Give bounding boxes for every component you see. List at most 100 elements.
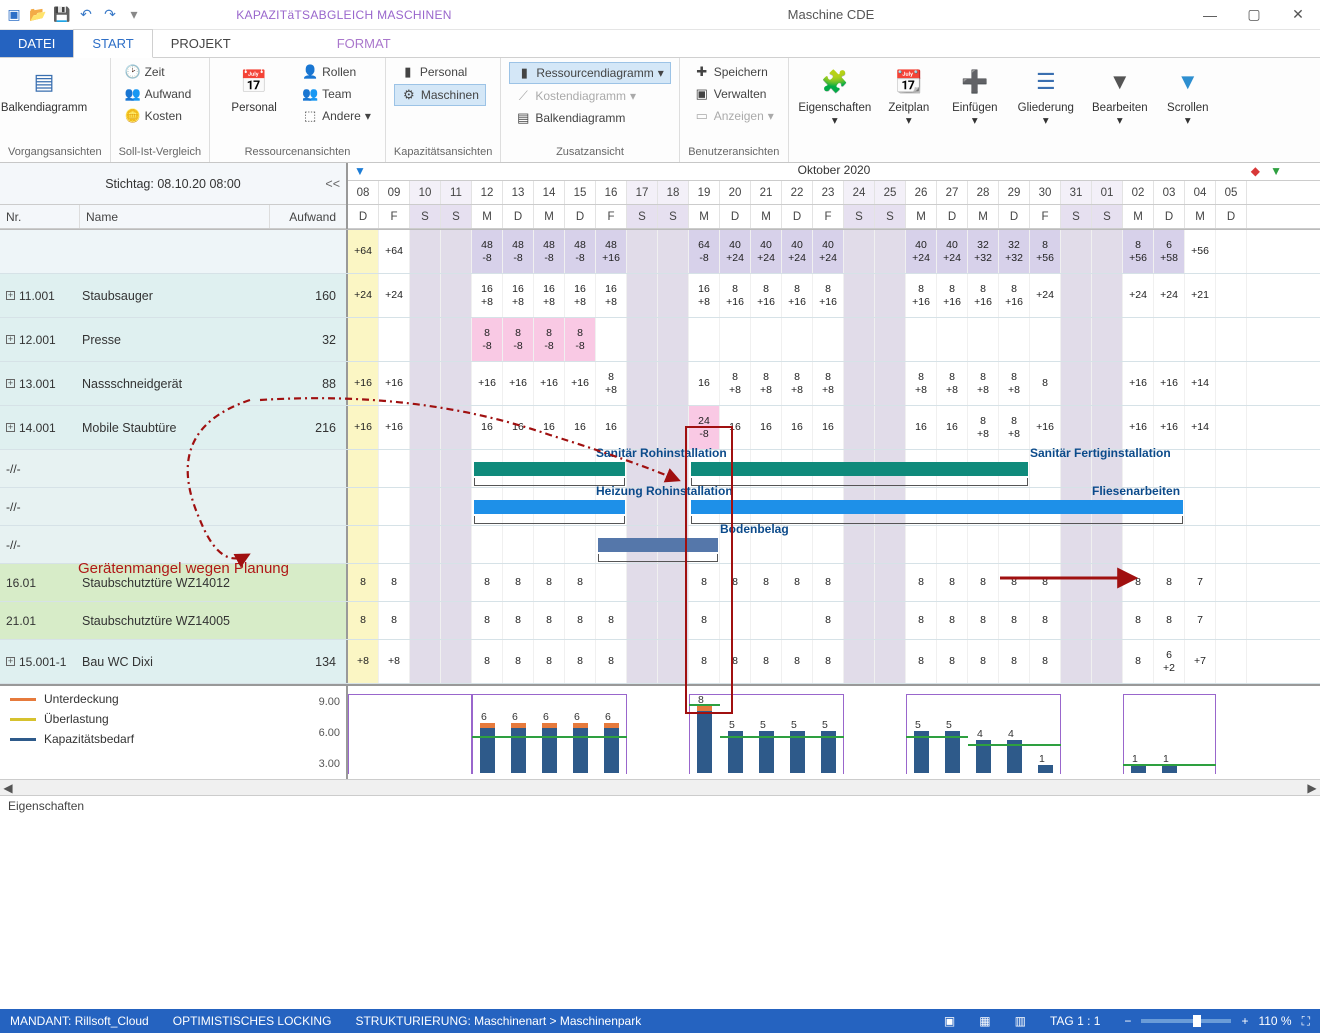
aufwand-button[interactable]: 👥Aufwand (119, 84, 198, 104)
day-header[interactable]: 02 (1123, 181, 1154, 204)
day-header[interactable]: 12 (472, 181, 503, 204)
status-scale[interactable]: TAG 1 : 1 (1050, 1014, 1100, 1028)
properties-panel-header[interactable]: Eigenschaften (0, 795, 1320, 817)
tab-projekt[interactable]: PROJEKT (153, 30, 249, 57)
day-header[interactable]: 08 (348, 181, 379, 204)
undo-icon[interactable]: ↶ (76, 5, 96, 25)
day-header[interactable]: 21 (751, 181, 782, 204)
qat-more-icon[interactable]: ▾ (124, 5, 144, 25)
gantt-bar[interactable] (691, 500, 1183, 514)
einfuegen-button[interactable]: ➕Einfügen▾ (945, 62, 1005, 144)
personal-button[interactable]: 📅 Personal (218, 62, 290, 144)
team-button[interactable]: 👥Team (296, 84, 377, 104)
bearbeiten-button[interactable]: ▼Bearbeiten▾ (1087, 62, 1153, 144)
col-name-header[interactable]: Name (80, 205, 270, 228)
cell: 8 (906, 602, 937, 639)
day-header[interactable]: 25 (875, 181, 906, 204)
day-header[interactable]: 04 (1185, 181, 1216, 204)
tab-format[interactable]: FORMAT (319, 30, 409, 57)
expand-icon[interactable]: + (6, 291, 15, 300)
view-icon-2[interactable]: ▦ (979, 1014, 990, 1028)
rollen-button[interactable]: 👤Rollen (296, 62, 377, 82)
ressourcendiagramm-button[interactable]: ▮Ressourcendiagramm ▾ (509, 62, 670, 84)
maximize-button[interactable]: ▢ (1232, 0, 1276, 30)
rewind-button[interactable]: << (325, 177, 340, 191)
expand-icon[interactable]: + (6, 335, 15, 344)
speichern-button[interactable]: ✚Speichern (688, 62, 780, 82)
grid-row[interactable]: -//-Heizung RohinstallationFliesenarbeit… (0, 488, 1320, 526)
day-header[interactable]: 30 (1030, 181, 1061, 204)
day-header[interactable]: 31 (1061, 181, 1092, 204)
grid-row[interactable]: -//-Sanitär RohinstallationSanitär Ferti… (0, 450, 1320, 488)
cell: 8 (999, 564, 1030, 601)
day-header[interactable]: 16 (596, 181, 627, 204)
grid-row[interactable]: -//-Bodenbelag (0, 526, 1320, 564)
expand-icon[interactable]: + (6, 657, 15, 666)
grid-row[interactable]: +12.001Presse328-88-88-88-8 (0, 318, 1320, 362)
zoom-out-icon[interactable]: − (1124, 1014, 1131, 1028)
expand-icon[interactable]: + (6, 379, 15, 388)
balkendiagramm-button[interactable]: ▤ Balkendiagramm (8, 62, 80, 144)
day-header[interactable]: 09 (379, 181, 410, 204)
day-header[interactable]: 17 (627, 181, 658, 204)
zoom-control[interactable]: − + 110 % ⛶ (1124, 1014, 1310, 1029)
scrollen-button[interactable]: ▼Scrollen▾ (1159, 62, 1217, 144)
day-header[interactable]: 13 (503, 181, 534, 204)
day-header[interactable]: 01 (1092, 181, 1123, 204)
kosten-button[interactable]: 🪙Kosten (119, 106, 198, 126)
day-header[interactable]: 23 (813, 181, 844, 204)
grid-row[interactable]: +13.001Nassschneidgerät88+16+16+16+16+16… (0, 362, 1320, 406)
horizontal-scrollbar[interactable]: ◀▶ (0, 779, 1320, 795)
close-button[interactable]: ✕ (1276, 0, 1320, 30)
expand-icon[interactable]: + (6, 423, 15, 432)
col-nr-header[interactable]: Nr. (0, 205, 80, 228)
kap-maschinen-button[interactable]: ⚙Maschinen (394, 84, 486, 106)
zeit-button[interactable]: 🕑Zeit (119, 62, 198, 82)
save-icon[interactable]: 💾 (52, 5, 72, 25)
cell (1216, 274, 1247, 317)
eigenschaften-button[interactable]: 🧩Eigenschaften▾ (797, 62, 873, 144)
status-structure: STRUKTURIERUNG: Maschinenart > Maschinen… (355, 1014, 641, 1028)
day-header[interactable]: 19 (689, 181, 720, 204)
day-header[interactable]: 18 (658, 181, 689, 204)
tab-start[interactable]: START (73, 29, 152, 58)
balkendiagramm2-button[interactable]: ▤Balkendiagramm (509, 108, 670, 128)
view-icon-1[interactable]: ▣ (944, 1014, 955, 1028)
col-aufwand-header[interactable]: Aufwand (270, 205, 346, 228)
gantt-bar[interactable] (691, 462, 1028, 476)
view-icon-3[interactable]: ▥ (1015, 1014, 1026, 1028)
day-header[interactable]: 11 (441, 181, 472, 204)
zoom-expand-icon[interactable]: ⛶ (1302, 1014, 1310, 1029)
redo-icon[interactable]: ↷ (100, 5, 120, 25)
day-header[interactable]: 14 (534, 181, 565, 204)
cell: +21 (1185, 274, 1216, 317)
cell: 8 (999, 602, 1030, 639)
day-header[interactable]: 15 (565, 181, 596, 204)
day-header[interactable]: 10 (410, 181, 441, 204)
grid-row[interactable]: 21.01Staubschutztüre WZ14005888888888888… (0, 602, 1320, 640)
gantt-bar[interactable] (474, 500, 625, 514)
grid-row[interactable]: +15.001-1Bau WC Dixi134+8+88888888888888… (0, 640, 1320, 684)
day-header[interactable]: 05 (1216, 181, 1247, 204)
andere-button[interactable]: ⬚Andere ▾ (296, 106, 377, 126)
verwalten-button[interactable]: ▣Verwalten (688, 84, 780, 104)
open-icon[interactable]: 📂 (28, 5, 48, 25)
day-header[interactable]: 28 (968, 181, 999, 204)
tab-file[interactable]: DATEI (0, 30, 73, 57)
gliederung-button[interactable]: ☰Gliederung▾ (1011, 62, 1081, 144)
gantt-bar[interactable] (474, 462, 625, 476)
zoom-in-icon[interactable]: + (1241, 1014, 1248, 1028)
minimize-button[interactable]: — (1188, 0, 1232, 30)
day-header[interactable]: 03 (1154, 181, 1185, 204)
day-header[interactable]: 27 (937, 181, 968, 204)
grid-row[interactable]: +11.001Staubsauger160+24+2416+816+816+81… (0, 274, 1320, 318)
day-header[interactable]: 26 (906, 181, 937, 204)
grid-row[interactable]: +64+6448-848-848-848-848+1664-840+2440+2… (0, 230, 1320, 274)
day-header[interactable]: 22 (782, 181, 813, 204)
day-header[interactable]: 29 (999, 181, 1030, 204)
day-header[interactable]: 20 (720, 181, 751, 204)
grid-row[interactable]: +14.001Mobile Staubtüre216+16+1616161616… (0, 406, 1320, 450)
zeitplan-button[interactable]: 📆Zeitplan▾ (879, 62, 939, 144)
day-header[interactable]: 24 (844, 181, 875, 204)
kap-personal-button[interactable]: ▮Personal (394, 62, 486, 82)
